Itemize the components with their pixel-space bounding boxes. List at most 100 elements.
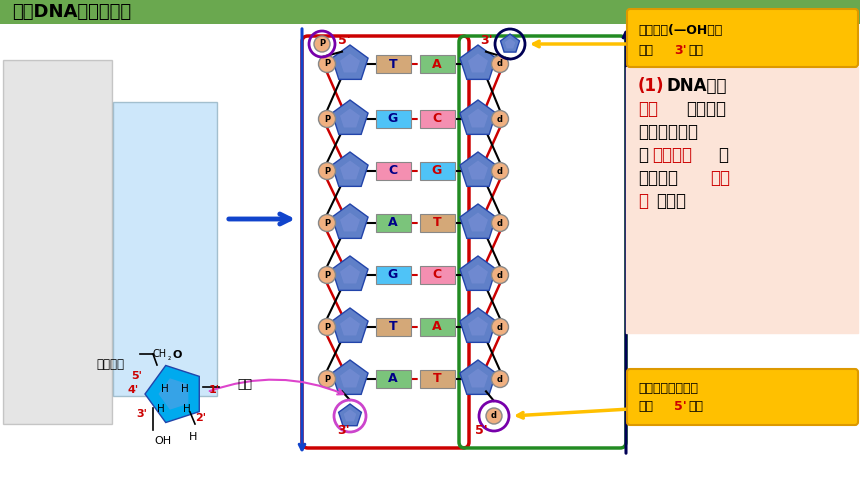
Text: 方: 方	[718, 146, 728, 164]
Text: OH: OH	[155, 436, 171, 446]
Polygon shape	[505, 39, 515, 48]
Text: 游离的磷酸基团，: 游离的磷酸基团，	[638, 381, 698, 394]
Text: A: A	[388, 373, 398, 385]
FancyBboxPatch shape	[627, 369, 858, 425]
Polygon shape	[460, 45, 496, 79]
Text: 两条: 两条	[638, 100, 658, 118]
Text: －端: －端	[688, 400, 703, 413]
Text: H: H	[161, 384, 169, 394]
Circle shape	[492, 370, 508, 388]
FancyBboxPatch shape	[113, 102, 217, 396]
Polygon shape	[145, 365, 200, 423]
Polygon shape	[332, 360, 368, 394]
Text: 三、DNA的平面结构: 三、DNA的平面结构	[12, 3, 131, 21]
Text: (1): (1)	[638, 77, 665, 95]
Circle shape	[318, 163, 335, 180]
Text: P: P	[324, 271, 330, 279]
Text: 磷酸基团: 磷酸基团	[96, 358, 124, 370]
Circle shape	[318, 318, 335, 335]
Polygon shape	[440, 0, 520, 24]
Text: －端: －端	[688, 44, 703, 57]
Text: C: C	[389, 165, 397, 178]
Polygon shape	[332, 256, 368, 290]
Polygon shape	[340, 54, 360, 73]
Text: A: A	[433, 58, 442, 71]
Polygon shape	[340, 317, 360, 335]
Text: d: d	[497, 218, 503, 227]
FancyBboxPatch shape	[420, 214, 454, 232]
Text: CH: CH	[153, 349, 167, 359]
Text: 1': 1'	[209, 385, 220, 395]
FancyBboxPatch shape	[420, 110, 454, 128]
Polygon shape	[344, 409, 356, 422]
Polygon shape	[468, 368, 488, 388]
Circle shape	[318, 110, 335, 127]
Text: d: d	[497, 60, 503, 69]
Polygon shape	[460, 256, 496, 290]
Text: 称作: 称作	[638, 400, 653, 413]
Polygon shape	[468, 317, 488, 335]
Text: DNA是由: DNA是由	[666, 77, 727, 95]
Polygon shape	[501, 34, 519, 52]
FancyBboxPatch shape	[420, 162, 454, 180]
Text: G: G	[432, 165, 442, 178]
Circle shape	[492, 318, 508, 335]
Text: P: P	[324, 115, 330, 123]
Polygon shape	[340, 368, 360, 388]
Text: G: G	[388, 269, 398, 282]
Polygon shape	[468, 108, 488, 127]
Text: d: d	[497, 166, 503, 176]
Text: 3': 3'	[674, 44, 686, 57]
FancyBboxPatch shape	[420, 318, 454, 336]
FancyBboxPatch shape	[420, 370, 454, 388]
Polygon shape	[340, 108, 360, 127]
Text: 单链组成: 单链组成	[686, 100, 726, 118]
Text: d: d	[497, 271, 503, 279]
Text: 一个羟基(—OH），: 一个羟基(—OH），	[638, 25, 722, 37]
FancyBboxPatch shape	[627, 9, 858, 67]
FancyBboxPatch shape	[0, 0, 860, 24]
Text: 反向平行: 反向平行	[652, 146, 692, 164]
Text: H: H	[181, 384, 189, 394]
Text: P: P	[319, 40, 325, 48]
Text: 按: 按	[638, 146, 648, 164]
Circle shape	[318, 56, 335, 73]
Polygon shape	[468, 265, 488, 284]
Text: 5': 5'	[338, 33, 351, 46]
Text: 4': 4'	[128, 385, 139, 395]
Text: d: d	[497, 322, 503, 332]
Text: ₂: ₂	[168, 353, 171, 362]
Text: H: H	[157, 404, 165, 414]
Text: T: T	[433, 216, 441, 229]
Polygon shape	[460, 100, 496, 135]
Polygon shape	[158, 378, 188, 409]
Text: P: P	[324, 166, 330, 176]
FancyBboxPatch shape	[376, 55, 410, 73]
Text: 旋: 旋	[638, 192, 648, 210]
Text: 5': 5'	[475, 424, 488, 437]
Text: 称作: 称作	[638, 44, 653, 57]
FancyBboxPatch shape	[420, 266, 454, 284]
Polygon shape	[468, 161, 488, 180]
Polygon shape	[332, 308, 368, 342]
Text: A: A	[388, 216, 398, 229]
FancyBboxPatch shape	[420, 55, 454, 73]
Text: 式盘旋成: 式盘旋成	[638, 169, 678, 187]
Text: C: C	[433, 269, 441, 282]
Text: 2': 2'	[195, 413, 206, 423]
Circle shape	[492, 214, 508, 231]
Text: O: O	[172, 350, 181, 360]
Polygon shape	[460, 360, 496, 394]
Text: 3': 3'	[136, 409, 147, 419]
Text: d: d	[497, 375, 503, 383]
Polygon shape	[468, 54, 488, 73]
Text: G: G	[388, 112, 398, 125]
Polygon shape	[460, 152, 496, 186]
Text: P: P	[324, 218, 330, 227]
Polygon shape	[332, 204, 368, 239]
Text: H: H	[183, 404, 191, 414]
Text: 5': 5'	[131, 371, 142, 381]
Text: C: C	[433, 112, 441, 125]
FancyBboxPatch shape	[376, 110, 410, 128]
Circle shape	[492, 110, 508, 127]
